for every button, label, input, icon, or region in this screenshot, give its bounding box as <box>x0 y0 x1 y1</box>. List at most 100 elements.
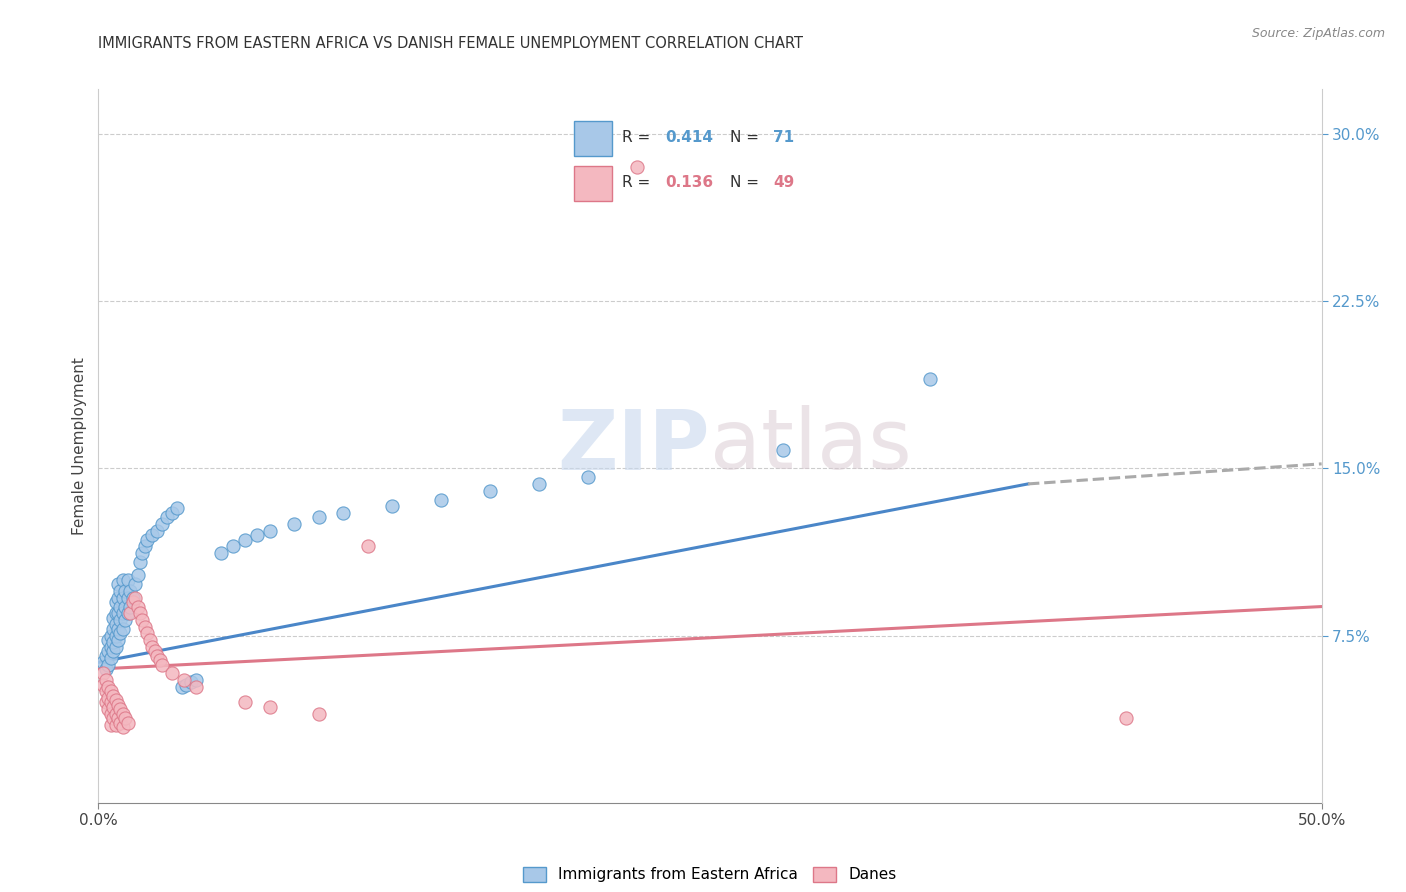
Point <box>246 528 269 542</box>
Point <box>100 706 122 721</box>
Point <box>259 699 281 714</box>
Point <box>94 648 117 663</box>
Point <box>107 607 129 621</box>
Point <box>308 510 330 524</box>
Point <box>94 673 117 687</box>
Point <box>97 657 120 672</box>
Point <box>527 476 550 491</box>
Point <box>94 662 117 676</box>
Point <box>576 470 599 484</box>
Text: atlas: atlas <box>710 406 911 486</box>
Text: ZIP: ZIP <box>558 406 710 486</box>
FancyBboxPatch shape <box>574 120 612 155</box>
Text: Source: ZipAtlas.com: Source: ZipAtlas.com <box>1251 27 1385 40</box>
Point <box>149 653 172 667</box>
Point <box>101 610 124 624</box>
Point <box>120 583 142 598</box>
Point <box>107 698 129 712</box>
Point <box>772 443 794 458</box>
Point <box>101 711 124 725</box>
Point <box>104 628 127 642</box>
Point <box>111 607 134 621</box>
Point <box>114 583 136 598</box>
Point <box>101 689 124 703</box>
Point <box>160 666 183 681</box>
Point <box>356 539 378 553</box>
Point <box>180 675 202 690</box>
Point <box>97 690 120 705</box>
Point <box>104 595 127 609</box>
Text: 0.414: 0.414 <box>665 130 713 145</box>
Point <box>143 644 166 658</box>
Point <box>101 644 124 658</box>
Point <box>139 633 162 648</box>
Point <box>150 657 173 672</box>
Point <box>91 678 114 692</box>
Text: 0.136: 0.136 <box>665 175 714 190</box>
Point <box>107 622 129 636</box>
Point <box>121 591 143 605</box>
Point <box>134 539 156 553</box>
Point <box>141 640 163 654</box>
Point <box>114 613 136 627</box>
Point <box>478 483 501 498</box>
Point <box>111 720 134 734</box>
Point <box>233 533 256 547</box>
Point <box>136 533 159 547</box>
Point <box>120 607 142 621</box>
Point <box>110 626 132 640</box>
Point <box>117 715 139 730</box>
Point <box>100 628 122 642</box>
Point <box>97 633 120 648</box>
Point <box>104 693 127 707</box>
Point <box>94 684 117 698</box>
Point <box>107 711 129 725</box>
Point <box>111 573 134 587</box>
Point <box>107 633 129 648</box>
Point <box>1115 711 1137 725</box>
Text: 71: 71 <box>773 130 794 145</box>
Text: N =: N = <box>730 130 763 145</box>
Point <box>117 573 139 587</box>
Point <box>136 626 159 640</box>
Point <box>160 506 183 520</box>
Point <box>100 651 122 665</box>
Point <box>222 539 245 553</box>
Point <box>146 524 169 538</box>
Point <box>100 717 122 731</box>
Point <box>920 372 942 386</box>
Point <box>381 500 404 514</box>
Point <box>114 599 136 614</box>
Point <box>101 622 124 636</box>
Point <box>430 492 453 507</box>
Point <box>131 546 153 560</box>
Text: R =: R = <box>623 130 655 145</box>
Point <box>127 599 149 614</box>
Point <box>170 680 193 694</box>
Point <box>110 715 132 730</box>
Point <box>176 678 198 692</box>
Point <box>124 591 146 605</box>
Point <box>110 599 132 614</box>
Point <box>186 680 208 694</box>
Point <box>173 673 195 687</box>
Point <box>111 706 134 721</box>
Point <box>233 696 256 710</box>
Point <box>91 655 114 669</box>
Point <box>626 161 648 175</box>
Y-axis label: Female Unemployment: Female Unemployment <box>72 357 87 535</box>
Point <box>114 711 136 725</box>
Point <box>104 617 127 632</box>
Point <box>120 599 142 614</box>
Point <box>94 696 117 710</box>
Point <box>101 699 124 714</box>
Point <box>111 591 134 605</box>
Point <box>186 673 208 687</box>
Point <box>104 640 127 654</box>
Point <box>166 501 188 516</box>
Point <box>117 591 139 605</box>
Point <box>110 613 132 627</box>
Text: 49: 49 <box>773 175 794 190</box>
Point <box>332 506 354 520</box>
Text: N =: N = <box>730 175 763 190</box>
